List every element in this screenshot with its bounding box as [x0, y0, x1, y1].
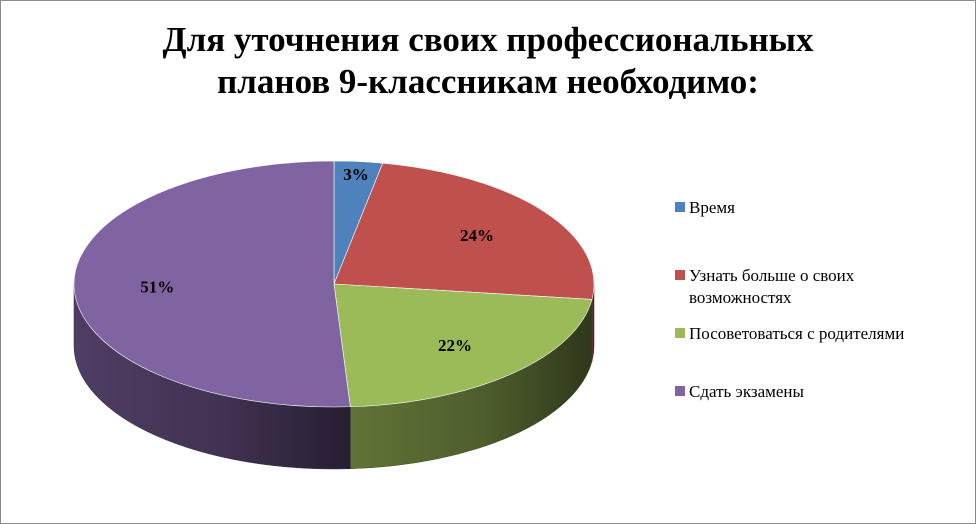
legend-swatch-2 — [675, 328, 685, 338]
pie-slice-2 — [333, 283, 593, 408]
pie-data-label-1: 24% — [460, 226, 494, 245]
chart-title-line-2: планов 9-классникам необходимо: — [217, 62, 759, 101]
legend-swatch-0 — [675, 202, 685, 212]
legend-label-2: Посоветоваться с родителями — [689, 324, 905, 343]
legend-label-3: Сдать экзамены — [689, 382, 804, 401]
pie-data-labels: 3% 24% 22% 51% — [140, 165, 494, 355]
legend-label-1: Узнать больше о своих возможностях — [689, 266, 855, 307]
pie-slices — [73, 160, 595, 408]
legend-label-0: Время — [689, 198, 735, 217]
pie-slice-3 — [73, 160, 351, 408]
chart-title: Для уточнения своих профессиональных пла… — [1, 19, 975, 103]
legend-swatch-3 — [675, 386, 685, 396]
pie-data-label-2: 22% — [438, 336, 472, 355]
pie-slice-1 — [333, 162, 595, 300]
pie-data-label-0: 3% — [343, 165, 369, 184]
chart-title-line-1: Для уточнения своих профессиональных — [162, 20, 814, 59]
pie-data-label-3: 51% — [140, 278, 174, 297]
legend-swatch-1 — [675, 270, 685, 280]
